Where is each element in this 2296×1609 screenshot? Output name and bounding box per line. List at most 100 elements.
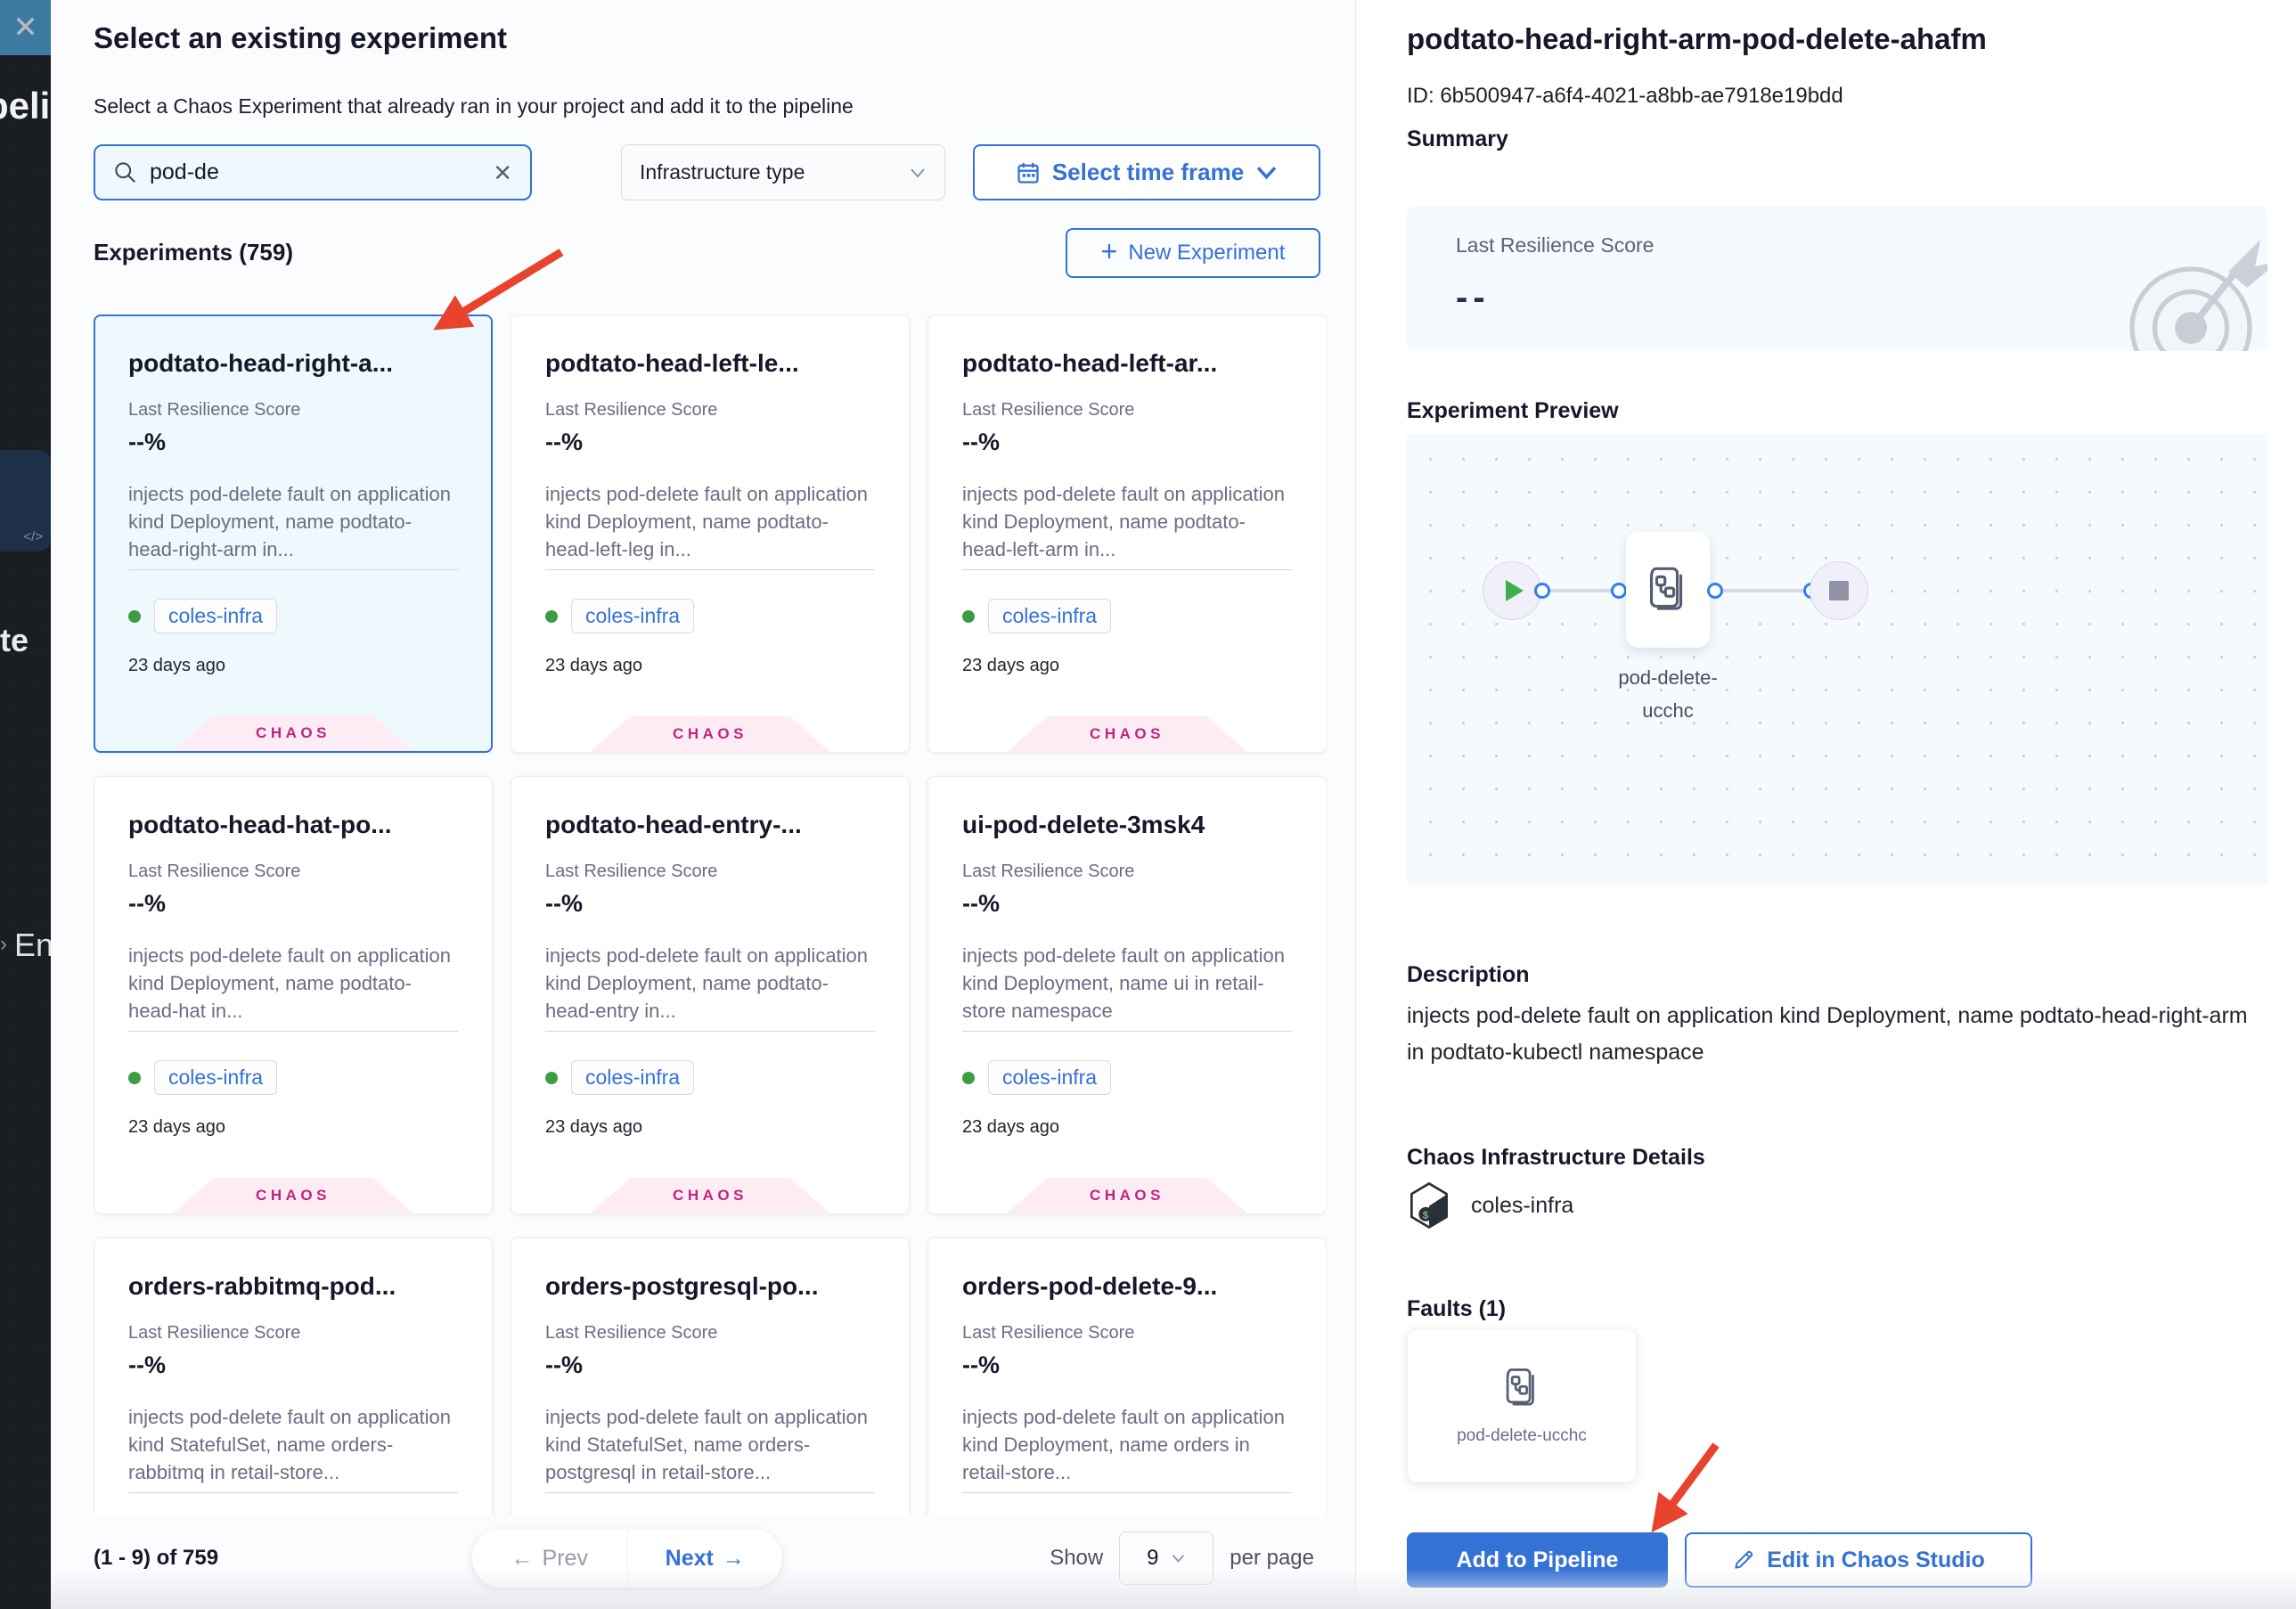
modal-close-button[interactable]: ✕ [0,0,51,55]
chaos-infrastructure-icon: $ [1410,1182,1448,1229]
search-input[interactable] [150,159,481,185]
fault-node[interactable] [1626,532,1710,648]
infrastructure-chip[interactable]: coles-infra [988,599,1112,633]
new-experiment-label: New Experiment [1128,241,1286,265]
target-icon [2121,232,2267,351]
infrastructure-row: $ coles-infra [1407,1181,1573,1229]
score-label: Last Resilience Score [128,1323,301,1343]
new-experiment-button[interactable]: + New Experiment [1066,228,1320,278]
infrastructure-type-select[interactable]: Infrastructure type [621,144,945,200]
infrastructure-chip[interactable]: coles-infra [154,1060,278,1095]
show-label: Show [1050,1546,1104,1570]
experiment-card[interactable]: podtato-head-entry-... Last Resilience S… [511,776,910,1214]
score-value: -- [1456,278,1491,317]
select-experiment-modal: Select an existing experiment Select a C… [51,0,2296,1609]
page-size-select[interactable]: 9 [1119,1531,1214,1585]
experiment-card[interactable]: orders-rabbitmq-pod... Last Resilience S… [94,1237,493,1515]
score-value: --% [545,890,583,917]
experiment-card[interactable]: podtato-head-right-a... Last Resilience … [94,314,493,753]
experiment-description: injects pod-delete fault on application … [545,480,875,570]
fault-node-label-line1: pod-delete- [1618,666,1718,689]
score-label: Last Resilience Score [128,862,301,881]
page-size-group: Show 9 per page [1050,1531,1314,1585]
fault-node-label: pod-delete- ucchc [1561,661,1775,727]
infrastructure-chip[interactable]: coles-infra [571,1060,695,1095]
experiment-description: injects pod-delete fault on application … [962,1403,1292,1493]
page-title: Select an existing experiment [94,21,508,54]
experiment-card[interactable]: podtato-head-left-ar... Last Resilience … [927,314,1327,753]
score-value: --% [545,1352,583,1378]
experiment-card-title: podtato-head-left-ar... [962,349,1218,377]
background-stage-chip: </> [0,450,51,551]
select-time-frame-button[interactable]: Select time frame [973,144,1320,200]
infrastructure-chip[interactable]: coles-infra [571,599,695,633]
edit-in-chaos-studio-button[interactable]: Edit in Chaos Studio [1685,1532,2032,1588]
pipeline-edge [1540,589,1621,592]
select-time-frame-label: Select time frame [1051,159,1245,185]
experiment-description: injects pod-delete fault on application … [545,942,875,1032]
chevron-right-icon: › [0,932,7,956]
infrastructure-row: coles-infra [545,599,875,633]
pipeline-end-node [1810,561,1868,620]
pipeline-edge [1713,589,1811,592]
experiment-card-title: podtato-head-left-le... [545,349,799,377]
add-to-pipeline-button[interactable]: Add to Pipeline [1407,1532,1668,1588]
score-label: Last Resilience Score [545,862,718,881]
status-dot-icon [962,609,975,623]
experiment-preview-canvas[interactable]: pod-delete- ucchc [1407,434,2267,885]
preview-heading: Experiment Preview [1407,398,1619,423]
experiment-detail-panel: podtato-head-right-arm-pod-delete-ahafm … [1356,0,2296,1609]
chevron-down-icon [1173,1555,1185,1563]
fault-node-label-line2: ucchc [1642,699,1694,722]
fault-card[interactable]: pod-delete-ucchc [1407,1329,1637,1482]
experiment-card[interactable]: podtato-head-hat-po... Last Resilience S… [94,776,493,1214]
prev-page-button[interactable]: ← Prev [472,1529,628,1588]
score-label: Last Resilience Score [962,1323,1135,1343]
infrastructure-name: coles-infra [1471,1192,1574,1218]
experiment-description: injects pod-delete fault on application … [128,942,458,1032]
pod-fault-icon [1649,567,1683,610]
experiment-age: 23 days ago [128,656,225,675]
experiment-card-title: orders-pod-delete-9... [962,1272,1218,1300]
plus-icon: + [1100,235,1118,267]
score-value: --% [962,890,1000,917]
edit-in-chaos-studio-label: Edit in Chaos Studio [1767,1547,1985,1572]
score-value: --% [962,429,1000,455]
experiment-age: 23 days ago [962,656,1059,675]
svg-text:$: $ [1423,1212,1429,1222]
pipeline-port [1534,583,1550,599]
search-icon [115,162,135,183]
score-label: Last Resilience Score [962,400,1135,420]
summary-heading: Summary [1407,127,1508,151]
infrastructure-chip[interactable]: coles-infra [154,599,278,633]
pipeline-port [1611,583,1627,599]
pod-fault-icon [1506,1368,1534,1406]
code-icon: </> [23,529,43,544]
score-label: Last Resilience Score [1456,233,1655,257]
experiment-card-title: podtato-head-right-a... [128,349,394,377]
faults-heading: Faults (1) [1407,1296,1507,1321]
infrastructure-row: coles-infra [545,1060,875,1095]
experiment-card[interactable]: orders-postgresql-po... Last Resilience … [511,1237,910,1515]
score-value: --% [128,890,166,917]
infrastructure-row: coles-infra [128,599,458,633]
background-text-fragment-en: En [14,927,51,963]
next-page-button[interactable]: Next → [628,1529,783,1588]
clear-search-icon[interactable]: ✕ [493,159,512,186]
experiment-card[interactable]: podtato-head-left-le... Last Resilience … [511,314,910,753]
score-value: --% [545,429,583,455]
pipeline-port [1707,583,1723,599]
experiment-card-title: orders-postgresql-po... [545,1272,819,1300]
experiment-description: injects pod-delete fault on application … [545,1403,875,1493]
fault-name: pod-delete-ucchc [1457,1426,1587,1445]
background-page-strip: 2 peli </> te › En [0,0,51,1609]
experiment-card[interactable]: orders-pod-delete-9... Last Resilience S… [927,1237,1327,1515]
resilience-score-card: Last Resilience Score -- [1407,207,2267,351]
infrastructure-chip[interactable]: coles-infra [988,1060,1112,1095]
arrow-right-icon: → [722,1545,745,1571]
background-pipeline-title-fragment: peli [0,85,51,127]
experiment-card[interactable]: ui-pod-delete-3msk4 Last Resilience Scor… [927,776,1327,1214]
description-heading: Description [1407,962,1530,987]
chaos-module-badge: CHAOS [590,1178,830,1213]
score-value: --% [962,1352,1000,1378]
